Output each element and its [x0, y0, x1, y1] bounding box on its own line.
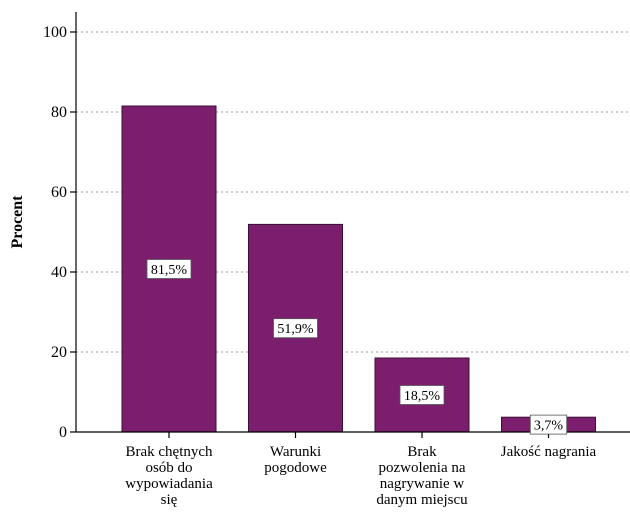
y-tick-label: 80: [51, 104, 67, 121]
x-category-label: Brak pozwolenia na nagrywanie w danym miejs…: [376, 444, 468, 508]
x-category-label: Warunki pogodowe: [264, 444, 327, 476]
y-tick-label: 100: [43, 24, 67, 41]
x-category-label: Jakość nagrania: [501, 444, 597, 460]
x-category-label: Brak chętnych osób do wypowiadania się: [125, 444, 213, 508]
bars: [121, 105, 596, 433]
data-label-box: [146, 259, 192, 279]
data-label: 18,5%: [404, 389, 441, 404]
y-ticks: 0 20 40 60 80 100: [43, 24, 76, 441]
x-category-labels: Brak chętnych osób do wypowiadania się Warun…: [125, 432, 597, 508]
data-labels: 81,5% 51,9% 18,5% 3,7%: [146, 259, 568, 435]
data-label-box: [529, 414, 568, 435]
y-axis-title: Procent: [9, 195, 26, 249]
y-tick-label: 40: [51, 264, 67, 281]
data-label: 3,7%: [534, 419, 564, 434]
data-label: 81,5%: [151, 263, 188, 278]
data-label-box: [399, 385, 445, 405]
y-tick-label: 20: [51, 344, 67, 361]
data-label: 51,9%: [277, 322, 314, 337]
y-tick-label: 60: [51, 184, 67, 201]
data-label-box: [273, 318, 318, 339]
y-tick-label: 0: [59, 424, 67, 441]
gridlines: [76, 31, 630, 353]
